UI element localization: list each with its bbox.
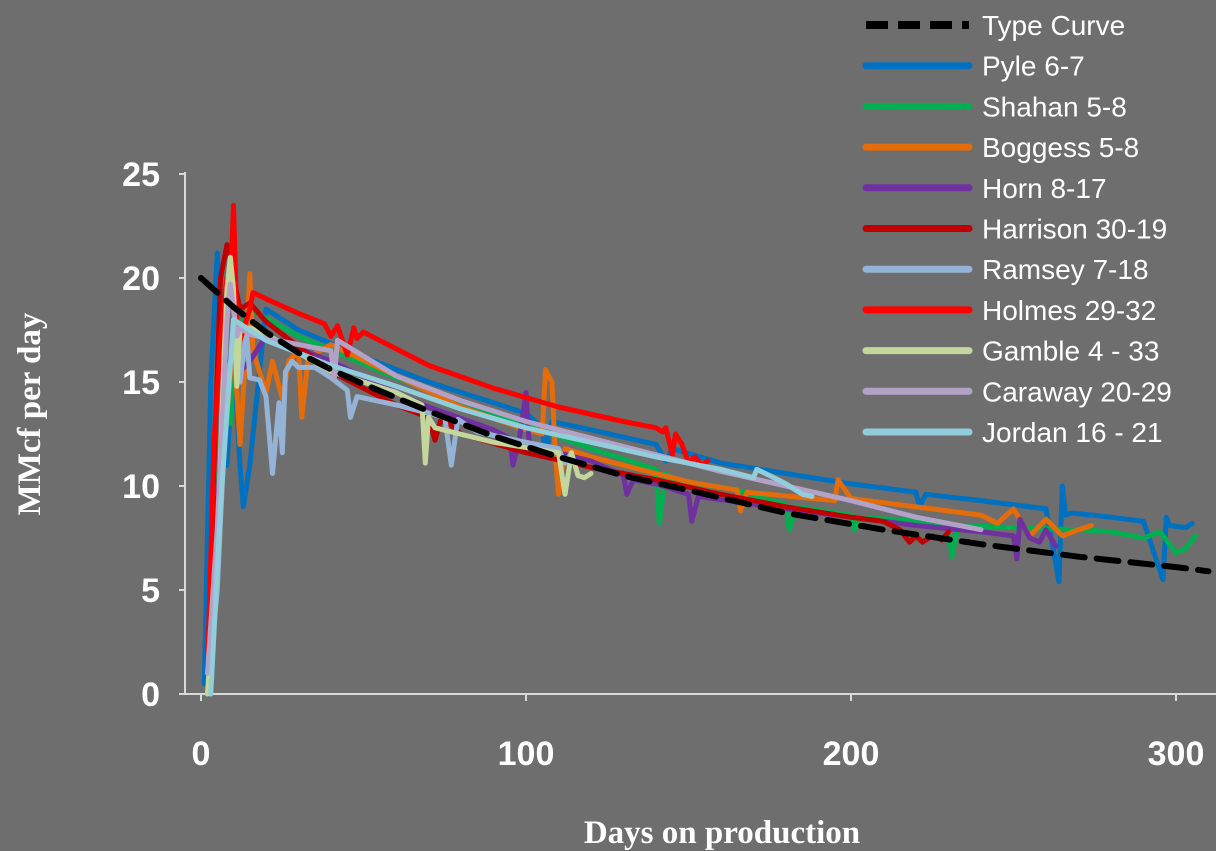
- series-line-holmes-29-32: [205, 202, 711, 676]
- axes-layer: [184, 172, 1216, 695]
- y-axis-title: MMcf per day: [12, 312, 48, 515]
- x-axis-title: Days on production: [584, 815, 860, 851]
- y-tick-label: 20: [122, 260, 160, 298]
- series-line-harrison-30-19: [205, 242, 951, 676]
- series-layer: [198, 202, 1212, 697]
- legend-label: Shahan 5-8: [982, 91, 1127, 122]
- y-tick-label: 25: [122, 156, 160, 194]
- x-tick-label: 200: [823, 735, 880, 773]
- y-tick-label: 0: [141, 676, 160, 714]
- series-line-horn-8-17: [208, 333, 1059, 676]
- x-tick-label: 300: [1148, 735, 1205, 773]
- legend-label: Caraway 20-29: [982, 376, 1172, 407]
- x-tick-label: 100: [498, 735, 555, 773]
- series-line-boggess-5-8: [208, 271, 1094, 655]
- legend-label: Pyle 6-7: [982, 51, 1085, 82]
- legend: Type Curve Pyle 6-7 Shahan 5-8 Boggess 5-8 H…: [862, 10, 1172, 448]
- series-line-jordan-16-21: [208, 317, 815, 697]
- legend-label: Gamble 4 - 33: [982, 336, 1159, 367]
- series-line-shahan-5-8: [205, 306, 1198, 697]
- legend-label: Harrison 30-19: [982, 214, 1167, 245]
- series-line-gamble-4-33: [205, 254, 594, 697]
- legend-label: Jordan 16 - 21: [982, 417, 1163, 448]
- legend-label: Holmes 29-32: [982, 295, 1156, 326]
- legend-label: Horn 8-17: [982, 173, 1107, 204]
- legend-label: Boggess 5-8: [982, 132, 1139, 163]
- legend-label: Type Curve: [982, 10, 1125, 41]
- y-tick-label: 10: [122, 468, 160, 506]
- series-line-type-curve: [198, 275, 1212, 575]
- y-tick-label: 5: [141, 572, 160, 610]
- legend-label: Ramsey 7-18: [982, 254, 1149, 285]
- y-tick-label: 15: [122, 364, 160, 402]
- x-tick-label: 0: [192, 735, 211, 773]
- ticks-layer: 0 5 10 15 20 25 0 100 200 300: [122, 156, 1204, 773]
